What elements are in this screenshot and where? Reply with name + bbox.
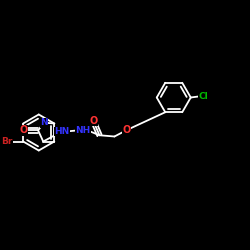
Text: HN: HN [54, 127, 70, 136]
Text: N: N [40, 118, 48, 127]
Text: Br: Br [1, 137, 13, 146]
Text: O: O [89, 116, 97, 126]
Text: O: O [122, 125, 130, 135]
Text: Cl: Cl [198, 92, 208, 101]
Text: NH: NH [76, 126, 91, 135]
Text: O: O [20, 125, 28, 135]
